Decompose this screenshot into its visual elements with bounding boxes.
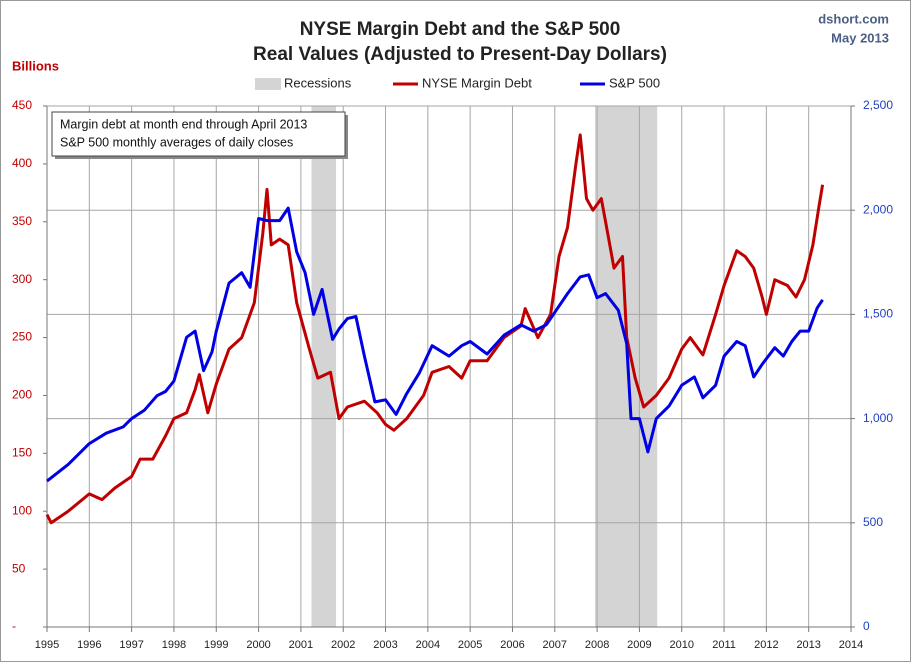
y-tick-label: 250 <box>12 330 32 344</box>
y-tick-label: 50 <box>12 561 26 575</box>
y2-tick-label: 2,000 <box>863 202 893 216</box>
legend-swatch <box>255 78 281 90</box>
y-tick-label: 200 <box>12 388 32 402</box>
x-tick-label: 1996 <box>77 639 101 651</box>
y-axis-label: Billions <box>12 58 59 73</box>
annotation-text: Margin debt at month end through April 2… <box>60 117 307 131</box>
y-tick-label: 400 <box>12 156 32 170</box>
x-tick-label: 2010 <box>669 639 693 651</box>
x-tick-label: 2005 <box>458 639 482 651</box>
x-tick-label: 1995 <box>35 639 59 651</box>
annotation-text: S&P 500 monthly averages of daily closes <box>60 135 293 149</box>
y-tick-label: - <box>12 619 16 633</box>
legend-label: Recessions <box>284 75 352 90</box>
x-tick-label: 2011 <box>712 639 736 651</box>
y-tick-label: 150 <box>12 446 32 460</box>
x-tick-label: 1998 <box>162 639 186 651</box>
chart-title: NYSE Margin Debt and the S&P 500 <box>300 19 621 40</box>
x-tick-label: 2004 <box>416 639 440 651</box>
y-tick-label: 350 <box>12 214 32 228</box>
y-tick-label: 100 <box>12 503 32 517</box>
y-tick-label: 300 <box>12 272 32 286</box>
x-tick-label: 1999 <box>204 639 228 651</box>
x-tick-label: 2006 <box>500 639 524 651</box>
x-tick-label: 2007 <box>543 639 567 651</box>
series-line <box>46 206 824 483</box>
y2-tick-label: 2,500 <box>863 98 893 112</box>
y2-tick-label: 0 <box>863 619 870 633</box>
x-tick-label: 2008 <box>585 639 609 651</box>
x-tick-label: 2012 <box>754 639 778 651</box>
x-tick-label: 2003 <box>373 639 397 651</box>
y2-tick-label: 1,500 <box>863 307 893 321</box>
legend-label: S&P 500 <box>609 75 660 90</box>
x-tick-label: 1997 <box>119 639 143 651</box>
annotation-box <box>51 111 346 157</box>
x-tick-label: 2001 <box>289 639 313 651</box>
y2-tick-label: 500 <box>863 515 883 529</box>
annotation: Margin debt at month end through April 2… <box>51 111 348 159</box>
x-tick-label: 2014 <box>839 639 863 651</box>
chart-subtitle: Real Values (Adjusted to Present-Day Dol… <box>253 44 667 65</box>
y2-tick-label: 1,000 <box>863 411 893 425</box>
source: dshort.com <box>818 11 889 26</box>
recession-band <box>594 106 658 627</box>
series-line <box>45 133 825 525</box>
y-tick-label: 450 <box>12 98 32 112</box>
x-tick-label: 2002 <box>331 639 355 651</box>
x-tick-label: 2013 <box>796 639 820 651</box>
x-tick-label: 2009 <box>627 639 651 651</box>
legend-label: NYSE Margin Debt <box>422 75 532 90</box>
date: May 2013 <box>831 30 889 45</box>
x-tick-label: 2000 <box>246 639 270 651</box>
